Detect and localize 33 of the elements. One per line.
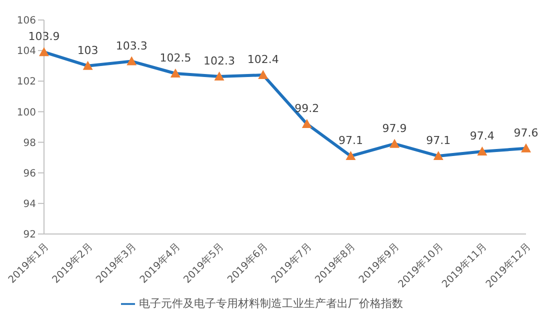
- point: [346, 151, 356, 160]
- point: [390, 138, 400, 148]
- data-label: 102.3: [204, 54, 236, 68]
- point: [521, 143, 531, 152]
- point: [39, 47, 49, 56]
- point: [433, 151, 444, 160]
- data-label: 99.2: [294, 102, 320, 115]
- y-tick-label: 94: [23, 198, 36, 210]
- point: [214, 72, 224, 81]
- data-label: 97.6: [514, 126, 538, 140]
- y-tick-label: 106: [16, 16, 36, 27]
- data-label: 103.9: [28, 30, 60, 44]
- y-tick-label: 100: [16, 107, 36, 118]
- data-label: 97.4: [470, 129, 494, 142]
- point: [477, 146, 488, 156]
- data-label: 103.3: [116, 39, 148, 52]
- data-label: 97.1: [426, 134, 451, 148]
- y-tick-label: 96: [23, 168, 36, 180]
- legend-label: 电子元件及电子专用材料制造工业生产者出厂价格指数: [139, 297, 403, 310]
- point: [258, 70, 268, 80]
- data-label: 97.9: [382, 122, 407, 135]
- y-tick-label: 98: [23, 138, 36, 149]
- y-tick-label: 92: [23, 230, 36, 241]
- y-tick-label: 102: [16, 76, 36, 88]
- point: [126, 56, 137, 66]
- y-tick-label: 104: [16, 46, 36, 58]
- data-label: 97.1: [338, 134, 363, 148]
- data-label: 102.5: [160, 52, 192, 64]
- point: [170, 68, 180, 78]
- data-label: 102.4: [247, 53, 279, 66]
- data-label: 103: [77, 44, 98, 57]
- point: [302, 118, 312, 128]
- point: [82, 60, 93, 70]
